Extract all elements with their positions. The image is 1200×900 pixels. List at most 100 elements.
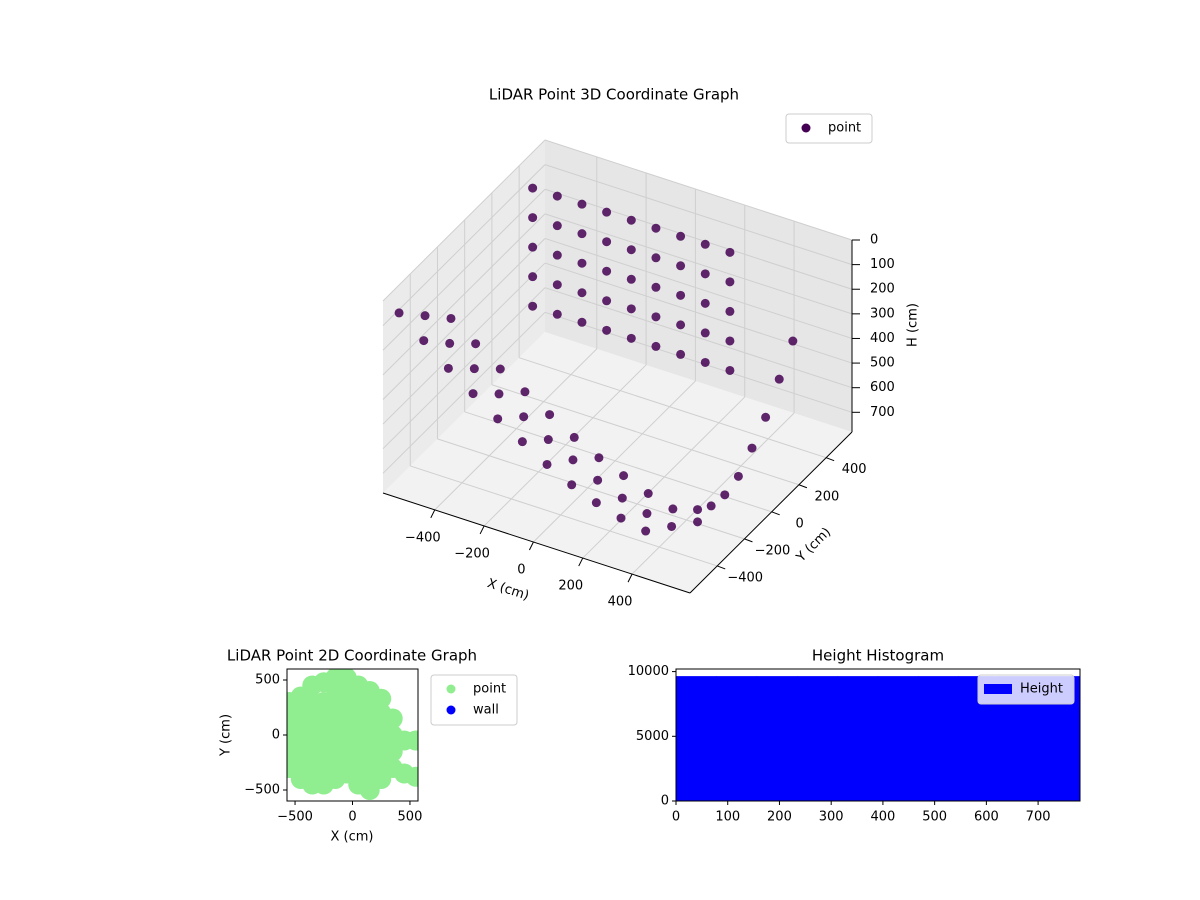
x-tick-label: −200 [454, 546, 490, 561]
point [676, 231, 686, 241]
grid-line [410, 465, 718, 567]
point [693, 517, 703, 527]
point [519, 412, 529, 422]
point [493, 414, 503, 424]
point [445, 338, 455, 348]
pane [383, 140, 545, 493]
point [420, 311, 430, 321]
point [528, 301, 538, 311]
point [545, 410, 555, 420]
y-axis [689, 431, 853, 594]
x-axis-label: X (cm) [331, 830, 374, 845]
tick-mark [825, 457, 835, 462]
bar [918, 676, 959, 801]
point [626, 274, 636, 284]
z-tick-label: 700 [870, 405, 895, 420]
z-tick-label: 500 [870, 356, 895, 371]
point [543, 435, 553, 445]
bar [676, 676, 717, 801]
x-tick-label: −400 [405, 530, 441, 545]
grid-line [544, 164, 853, 266]
point [626, 333, 636, 343]
x-tick-label: 0 [517, 562, 525, 577]
point [552, 309, 562, 319]
point [577, 199, 587, 209]
x-tick-label: 200 [767, 810, 792, 825]
point [642, 509, 652, 519]
legend-box [785, 113, 873, 144]
point [720, 490, 730, 500]
grid-line [544, 213, 853, 315]
point [577, 317, 587, 327]
x-tick-label: 0 [348, 810, 356, 825]
pane [545, 140, 852, 432]
point [542, 459, 552, 469]
x-tick-label: 600 [974, 810, 999, 825]
tick-mark [771, 511, 780, 516]
chart-title: LiDAR Point 2D Coordinate Graph [227, 647, 477, 665]
point [591, 498, 601, 508]
point [725, 336, 735, 346]
z-tick-label: 0 [870, 233, 878, 248]
point [667, 521, 677, 531]
legend-label: wall [473, 703, 499, 718]
y-tick-label: 200 [814, 489, 839, 504]
point [567, 480, 577, 490]
point [651, 312, 661, 322]
point [552, 191, 562, 201]
y-tick-label: −200 [755, 543, 791, 558]
point [651, 282, 661, 292]
point [626, 304, 636, 314]
grid-line [382, 139, 546, 302]
y-tick-label: −500 [244, 783, 280, 798]
grid-line [544, 262, 853, 364]
grid-line [544, 139, 853, 241]
grid-line [382, 262, 546, 425]
point [733, 471, 743, 481]
point [700, 298, 710, 308]
bar [716, 676, 758, 801]
grid-line [382, 238, 546, 400]
point [651, 341, 661, 351]
point [528, 213, 538, 223]
point [405, 730, 418, 751]
point [700, 328, 710, 338]
point [593, 475, 603, 485]
x-axis-label: X (cm) [485, 576, 531, 604]
z-tick-label: 600 [870, 380, 895, 395]
grid-line [382, 311, 546, 474]
point [700, 269, 710, 279]
legend-marker [446, 684, 456, 694]
point [602, 296, 612, 306]
y-axis-label: Y (cm) [219, 714, 234, 757]
point [577, 288, 587, 298]
plot-area [287, 669, 418, 800]
point [725, 247, 735, 257]
tick-mark [798, 484, 808, 489]
legend-label: point [473, 682, 506, 697]
point [494, 389, 504, 399]
point [706, 501, 716, 511]
tick-mark [479, 525, 485, 535]
y-tick-label: 10000 [628, 664, 669, 679]
legend-swatch [984, 684, 1012, 694]
point [568, 455, 578, 465]
tick-mark [430, 509, 436, 519]
point [788, 336, 798, 346]
bar [837, 676, 879, 801]
x-tick-label: 300 [819, 810, 844, 825]
z-tick-label: 100 [870, 257, 895, 272]
point [676, 320, 686, 330]
point [528, 242, 538, 252]
point [517, 437, 527, 447]
tick-mark [717, 565, 726, 570]
point [495, 364, 505, 374]
x-tick-label: 700 [1026, 810, 1051, 825]
y-tick-label: 0 [661, 794, 669, 809]
point [552, 221, 562, 231]
y-tick-label: 400 [842, 462, 867, 477]
point [471, 339, 481, 349]
point [700, 357, 710, 367]
point [641, 526, 651, 536]
grid-line [544, 311, 853, 413]
